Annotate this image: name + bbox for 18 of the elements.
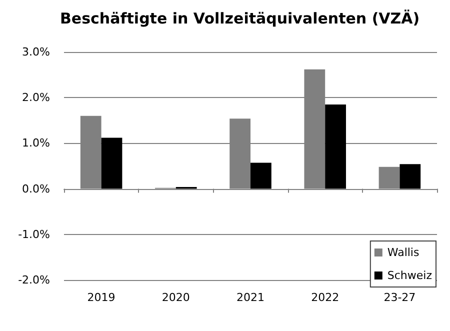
x-tick-label: 2020 — [162, 291, 190, 304]
y-tick-label: 3.0% — [22, 46, 50, 58]
bar — [250, 162, 272, 189]
y-tick-label: -2.0% — [18, 274, 50, 286]
bar — [400, 164, 421, 189]
x-tick-label: 2021 — [236, 291, 264, 304]
legend-label: Schweiz — [387, 269, 432, 282]
x-tick-label: 2019 — [87, 291, 116, 304]
legend-label: Wallis — [387, 246, 420, 259]
y-tick-label: 0.0% — [22, 182, 50, 196]
x-tick-label: 2022 — [311, 291, 340, 304]
y-tick-label: 1.0% — [22, 136, 50, 150]
bar — [325, 104, 346, 189]
y-tick-label: -1.0% — [18, 228, 50, 241]
bar — [101, 138, 122, 189]
x-tick-label: 23-27 — [384, 291, 416, 304]
chart-title: Beschäftigte in Vollzeitäquivalenten (VZÄ) — [60, 10, 420, 28]
y-tick-label: 2.0% — [22, 91, 50, 104]
